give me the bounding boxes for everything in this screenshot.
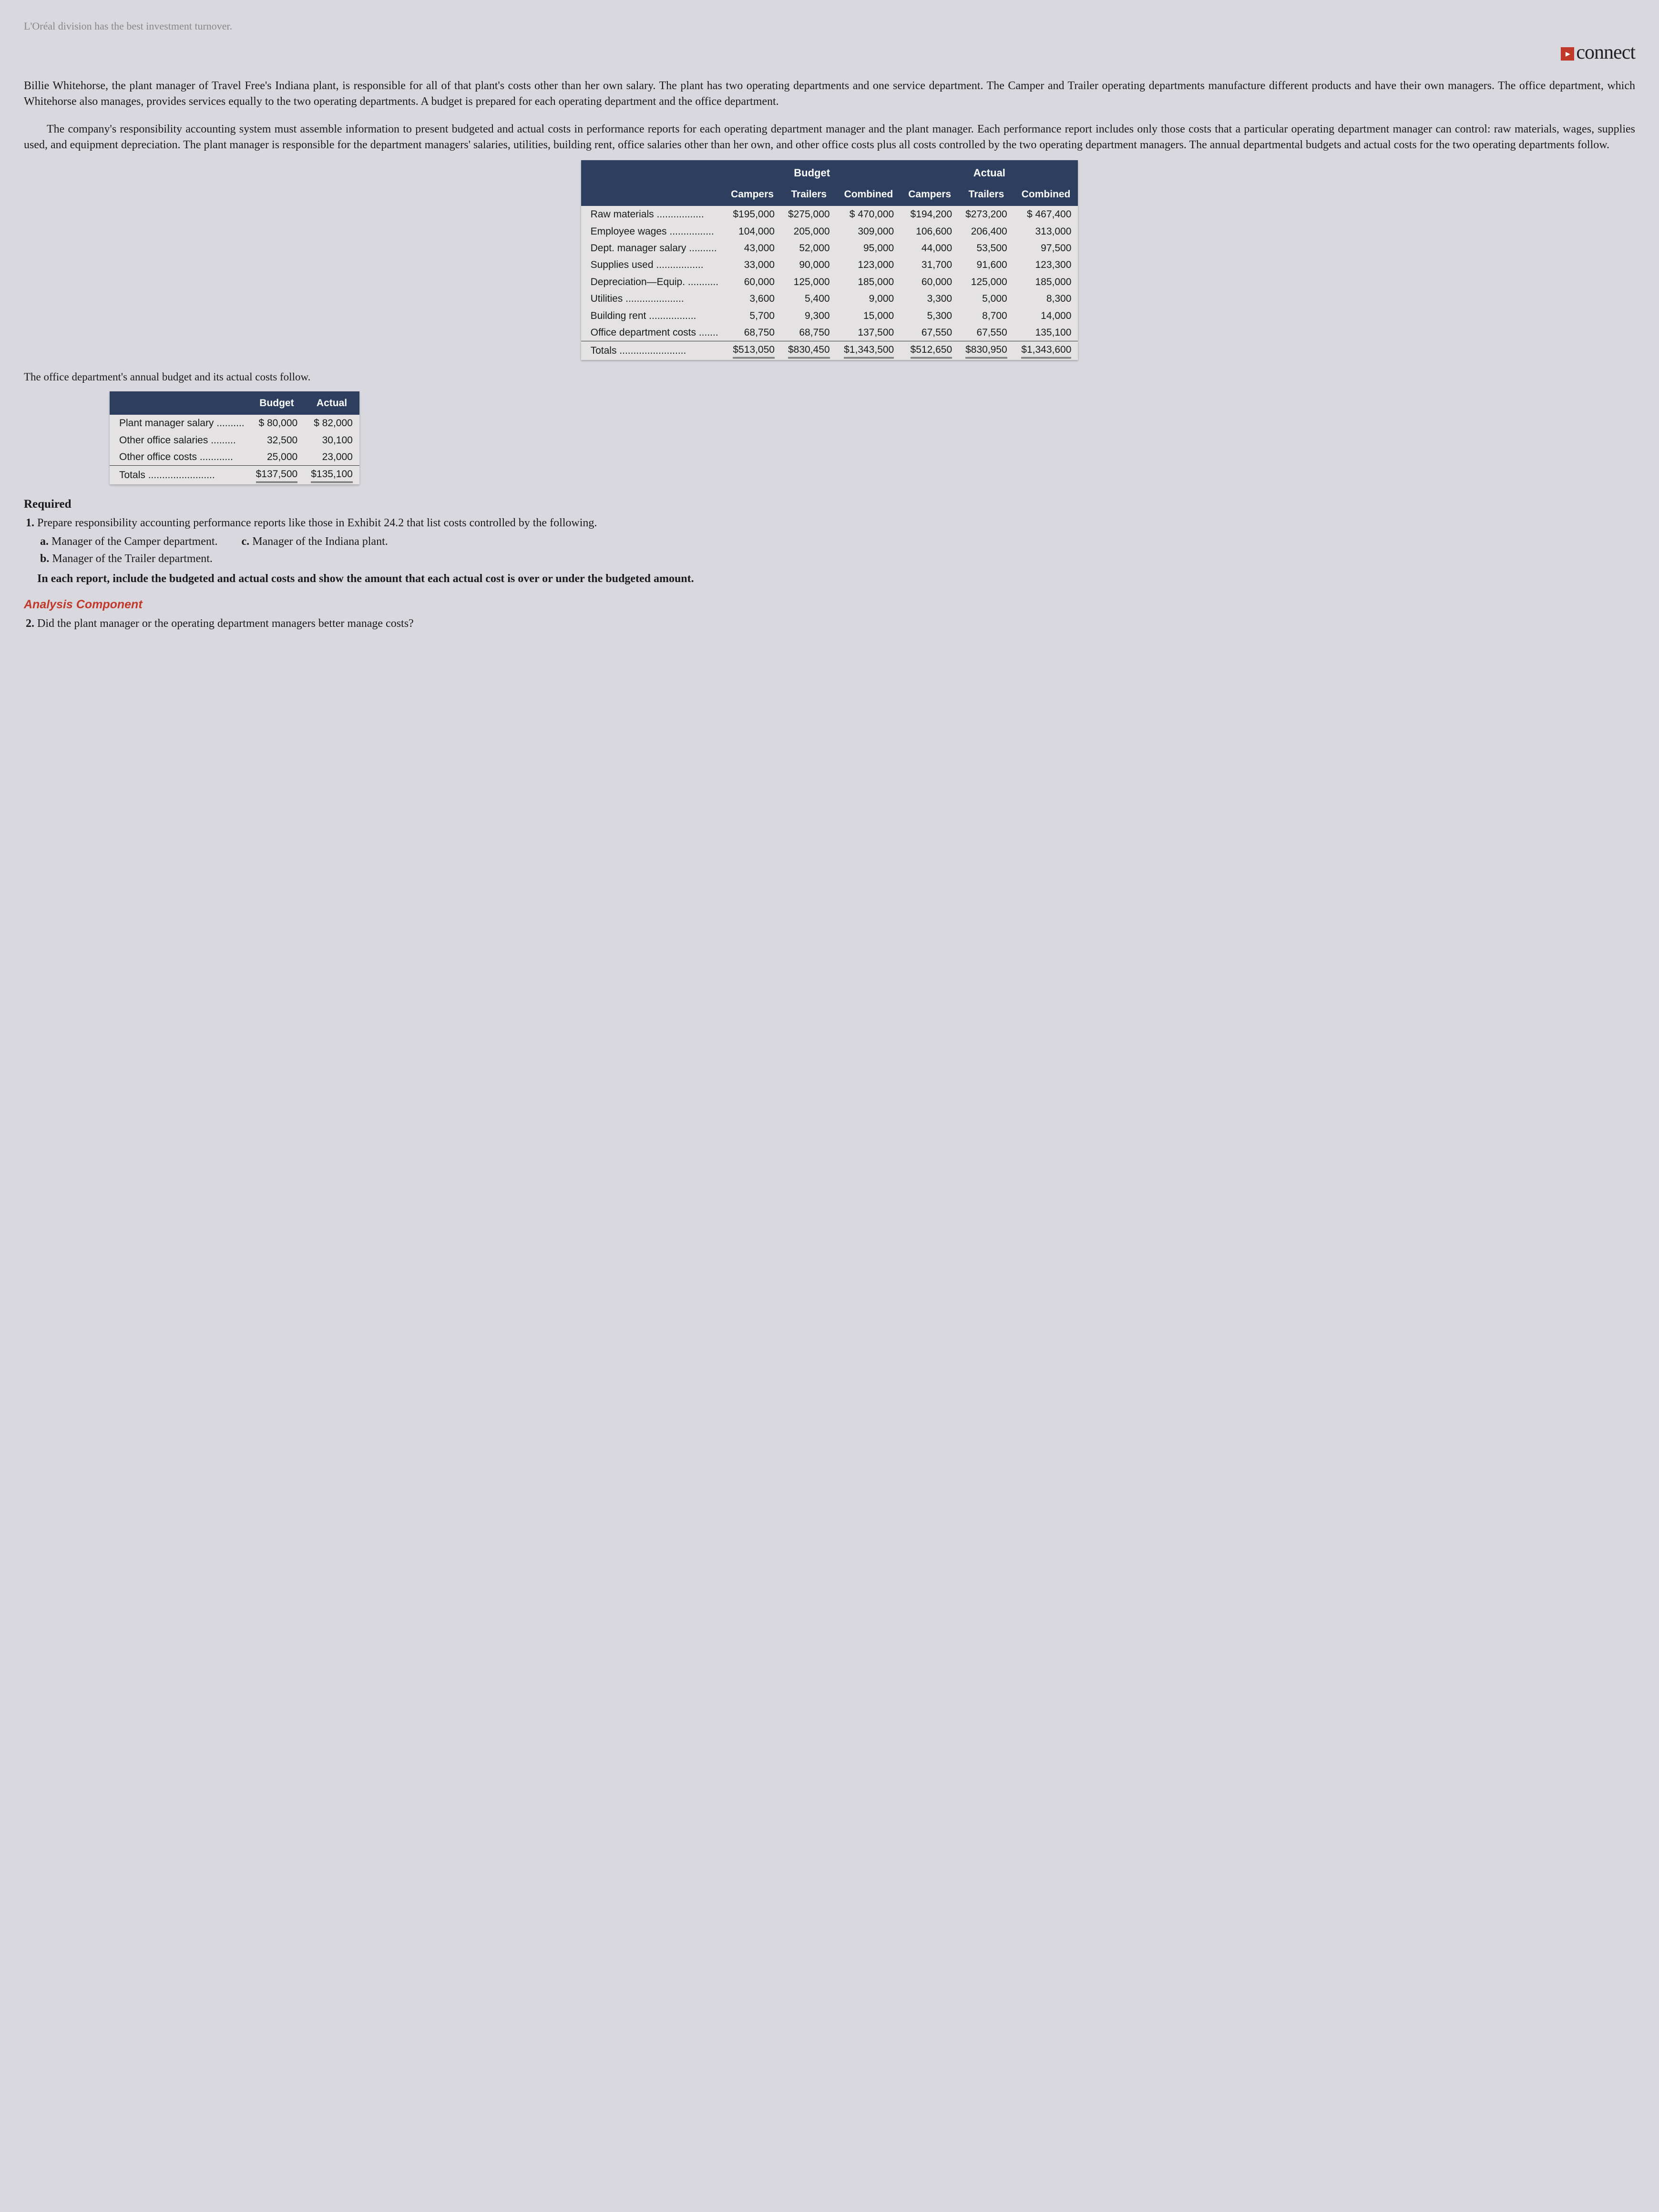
row-label: Building rent ................. (581, 307, 723, 324)
cell: 5,000 (959, 290, 1014, 307)
req1-footer: In each report, include the budgeted and… (37, 571, 1635, 587)
cell: 5,300 (901, 307, 959, 324)
row-label: Dept. manager salary .......... (581, 240, 723, 256)
budget-actual-table: BudgetActualCampersTrailersCombinedCampe… (581, 160, 1078, 360)
brand-text: connect (1576, 41, 1635, 63)
cell: 3,300 (901, 290, 959, 307)
cell: $275,000 (781, 206, 837, 223)
cell: 60,000 (901, 274, 959, 290)
row-label: Raw materials ................. (581, 206, 723, 223)
totals-cell: $1,343,500 (837, 341, 901, 360)
cell: 5,700 (723, 307, 781, 324)
cell: 5,400 (781, 290, 837, 307)
cell: 25,000 (249, 449, 305, 466)
cell: 15,000 (837, 307, 901, 324)
cell: 97,500 (1014, 240, 1078, 256)
cell: 68,750 (723, 324, 781, 341)
brand-icon: ▸ (1561, 47, 1574, 61)
cell: 33,000 (723, 256, 781, 273)
cell: 60,000 (723, 274, 781, 290)
cell: 8,300 (1014, 290, 1078, 307)
cell: $ 82,000 (304, 415, 359, 431)
cell: 8,700 (959, 307, 1014, 324)
row-label: Office department costs ....... (581, 324, 723, 341)
subhead-1: The office department's annual budget an… (24, 369, 1635, 385)
cell: 53,500 (959, 240, 1014, 256)
cell: $195,000 (723, 206, 781, 223)
cell: 9,300 (781, 307, 837, 324)
cell: 67,550 (901, 324, 959, 341)
cell: 31,700 (901, 256, 959, 273)
row-label: Supplies used ................. (581, 256, 723, 273)
cell: 185,000 (1014, 274, 1078, 290)
req1a: a. Manager of the Camper department. (40, 534, 218, 550)
cell: 309,000 (837, 223, 901, 240)
req1b: b. Manager of the Trailer department. (40, 551, 218, 567)
totals-cell: $135,100 (304, 466, 359, 484)
cell: $273,200 (959, 206, 1014, 223)
cell: 123,000 (837, 256, 901, 273)
cell: 68,750 (781, 324, 837, 341)
cell: 90,000 (781, 256, 837, 273)
totals-cell: $1,343,600 (1014, 341, 1078, 360)
cell: 205,000 (781, 223, 837, 240)
totals-cell: $830,950 (959, 341, 1014, 360)
cell: 67,550 (959, 324, 1014, 341)
row-label: Utilities ..................... (581, 290, 723, 307)
cell: 313,000 (1014, 223, 1078, 240)
cell: 32,500 (249, 432, 305, 449)
totals-cell: $830,450 (781, 341, 837, 360)
totals-cell: $513,050 (723, 341, 781, 360)
cell: 104,000 (723, 223, 781, 240)
cell: $ 470,000 (837, 206, 901, 223)
cell: 3,600 (723, 290, 781, 307)
row-label: Depreciation—Equip. ........... (581, 274, 723, 290)
faded-header: L'Oréal division has the best investment… (24, 19, 1635, 34)
totals-label: Totals ........................ (581, 341, 723, 360)
totals-cell: $512,650 (901, 341, 959, 360)
cell: $ 80,000 (249, 415, 305, 431)
cell: 91,600 (959, 256, 1014, 273)
cell: $ 467,400 (1014, 206, 1078, 223)
intro-paragraph-1: Billie Whitehorse, the plant manager of … (24, 78, 1635, 110)
cell: 23,000 (304, 449, 359, 466)
req1-text: Prepare responsibility accounting perfor… (37, 517, 597, 529)
intro-paragraph-2: The company's responsibility accounting … (24, 122, 1635, 154)
cell: 14,000 (1014, 307, 1078, 324)
cell: 125,000 (959, 274, 1014, 290)
row-label: Employee wages ................ (581, 223, 723, 240)
row-label: Other office costs ............ (110, 449, 249, 466)
row-label: Plant manager salary .......... (110, 415, 249, 431)
cell: 106,600 (901, 223, 959, 240)
analysis-heading: Analysis Component (24, 596, 1635, 613)
cell: $194,200 (901, 206, 959, 223)
brand-logo: ▸connect (24, 39, 1635, 67)
cell: 206,400 (959, 223, 1014, 240)
cell: 137,500 (837, 324, 901, 341)
req1c: c. Manager of the Indiana plant. (242, 534, 388, 550)
requirement-1: Prepare responsibility accounting perfor… (37, 515, 1635, 587)
cell: 43,000 (723, 240, 781, 256)
cell: 123,300 (1014, 256, 1078, 273)
office-budget-table: BudgetActualPlant manager salary .......… (110, 391, 359, 484)
totals-cell: $137,500 (249, 466, 305, 484)
cell: 185,000 (837, 274, 901, 290)
cell: 135,100 (1014, 324, 1078, 341)
totals-label: Totals ........................ (110, 466, 249, 484)
cell: 125,000 (781, 274, 837, 290)
row-label: Other office salaries ......... (110, 432, 249, 449)
required-heading: Required (24, 496, 1635, 512)
cell: 52,000 (781, 240, 837, 256)
cell: 95,000 (837, 240, 901, 256)
cell: 9,000 (837, 290, 901, 307)
req2-text: Did the plant manager or the operating d… (37, 617, 414, 630)
cell: 44,000 (901, 240, 959, 256)
requirement-2: Did the plant manager or the operating d… (37, 616, 1635, 632)
cell: 30,100 (304, 432, 359, 449)
